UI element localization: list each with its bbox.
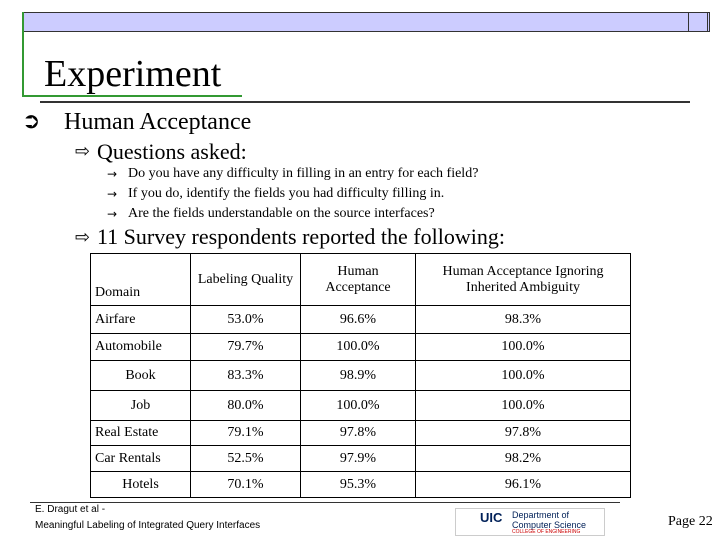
cell: Hotels bbox=[90, 471, 191, 498]
cell: 100.0% bbox=[415, 390, 631, 421]
question: If you do, identify the fields you had d… bbox=[128, 186, 445, 201]
top-square bbox=[688, 12, 708, 32]
cell: 52.5% bbox=[190, 445, 301, 472]
cell: 100.0% bbox=[415, 360, 631, 391]
header-cell: Human Acceptance Ignoring Inherited Ambi… bbox=[415, 253, 631, 306]
sub-bullet-icon: ⇨ bbox=[75, 141, 91, 162]
cell: 83.3% bbox=[190, 360, 301, 391]
logo-college: COLLEGE OF ENGINEERING bbox=[512, 529, 581, 535]
table-row: Airfare 53.0% 96.6% 98.3% bbox=[90, 305, 631, 334]
cell: 98.2% bbox=[415, 445, 631, 472]
accent-line bbox=[22, 12, 24, 96]
results-table: Domain Labeling Quality Human Acceptance Hu… bbox=[90, 253, 631, 498]
cell: 96.6% bbox=[300, 305, 416, 334]
bullet-icon: ➲ bbox=[22, 109, 41, 134]
cell: 97.8% bbox=[415, 420, 631, 446]
cell: 97.9% bbox=[300, 445, 416, 472]
cell: Book bbox=[90, 360, 191, 391]
logo-dept: Department of Computer Science bbox=[512, 510, 587, 530]
cell: 79.1% bbox=[190, 420, 301, 446]
cell: 96.1% bbox=[415, 471, 631, 498]
cell: Car Rentals bbox=[90, 445, 191, 472]
cell: 95.3% bbox=[300, 471, 416, 498]
footer-authors: E. Dragut et al - bbox=[35, 504, 106, 515]
table-row: Job 80.0% 100.0% 100.0% bbox=[90, 390, 631, 421]
footer-paper: Meaningful Labeling of Integrated Query … bbox=[35, 520, 261, 531]
cell: Automobile bbox=[90, 333, 191, 361]
questions-heading: Questions asked: bbox=[97, 139, 247, 164]
cell: Job bbox=[90, 390, 191, 421]
arrow-icons: → → → bbox=[107, 167, 118, 221]
cell: 97.8% bbox=[300, 420, 416, 446]
cell: 100.0% bbox=[415, 333, 631, 361]
logo-short: UIC bbox=[480, 510, 503, 525]
top-bar bbox=[22, 12, 710, 32]
title: Experiment bbox=[44, 53, 222, 95]
sub-bullet-icon: ⇨ bbox=[75, 227, 91, 248]
cell: Real Estate bbox=[90, 420, 191, 446]
page-number: Page 22 bbox=[668, 514, 713, 529]
table-row: Hotels 70.1% 95.3% 96.1% bbox=[90, 471, 631, 498]
question: Do you have any difficulty in filling in… bbox=[128, 166, 479, 181]
logo: UIC Department of Computer Science COLLE… bbox=[455, 508, 605, 536]
footer-rule bbox=[30, 502, 620, 503]
survey: 11 Survey respondents reported the follo… bbox=[97, 224, 505, 249]
table-row: Real Estate 79.1% 97.8% 97.8% bbox=[90, 420, 631, 446]
header-row: Domain Labeling Quality Human Acceptance Hu… bbox=[90, 253, 631, 306]
cell: 53.0% bbox=[190, 305, 301, 334]
cell: 79.7% bbox=[190, 333, 301, 361]
header-cell: Domain bbox=[90, 253, 191, 306]
header-cell: Labeling Quality bbox=[190, 253, 301, 306]
cell: Airfare bbox=[90, 305, 191, 334]
cell: 100.0% bbox=[300, 333, 416, 361]
cell: 100.0% bbox=[300, 390, 416, 421]
accent-line bbox=[22, 95, 242, 97]
cell: 80.0% bbox=[190, 390, 301, 421]
cell: 98.3% bbox=[415, 305, 631, 334]
question-list: Do you have any difficulty in filling in… bbox=[128, 164, 478, 224]
question: Are the fields understandable on the sou… bbox=[128, 206, 435, 221]
table-row: Car Rentals 52.5% 97.9% 98.2% bbox=[90, 445, 631, 472]
bullet: Human Acceptance bbox=[64, 109, 252, 135]
header-cell: Human Acceptance bbox=[300, 253, 416, 306]
cell: 98.9% bbox=[300, 360, 416, 391]
cell: 70.1% bbox=[190, 471, 301, 498]
table-row: Automobile 79.7% 100.0% 100.0% bbox=[90, 333, 631, 361]
title-rule bbox=[40, 101, 690, 103]
table-row: Book 83.3% 98.9% 100.0% bbox=[90, 360, 631, 391]
